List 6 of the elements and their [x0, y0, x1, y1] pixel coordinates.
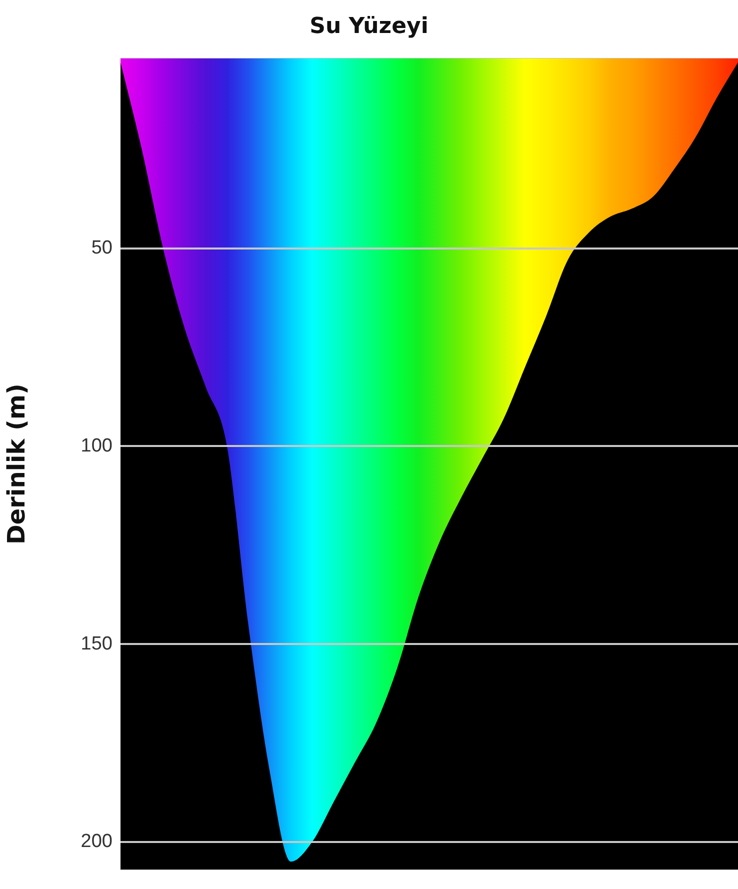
y-axis-title: Derinlik (m) — [2, 383, 31, 545]
y-tick-label: 150 — [80, 633, 112, 654]
chart-title: Su Yüzeyi — [310, 14, 428, 39]
y-tick-label: 50 — [91, 238, 112, 259]
y-tick-label: 200 — [80, 831, 112, 852]
y-tick-label: 100 — [80, 435, 112, 456]
